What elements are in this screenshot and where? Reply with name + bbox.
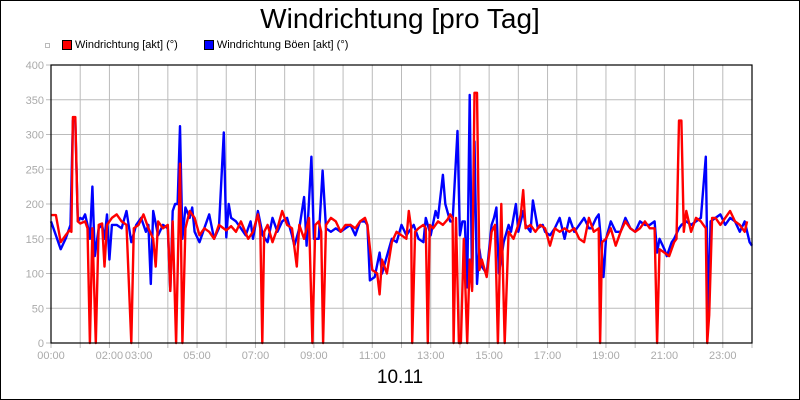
x-tick-label: 03:00 bbox=[125, 350, 153, 362]
chart-title: Windrichtung [pro Tag] bbox=[260, 3, 540, 34]
y-tick-label: 150 bbox=[26, 234, 44, 246]
x-tick-label: 15:00 bbox=[475, 350, 503, 362]
x-tick-label: 13:00 bbox=[417, 350, 445, 362]
x-tick-label: 05:00 bbox=[183, 350, 211, 362]
x-tick-label: 07:00 bbox=[242, 350, 270, 362]
legend-label: Windrichtung Böen [akt] (°) bbox=[216, 39, 349, 51]
x-tick-label: 00:00 bbox=[37, 350, 65, 362]
y-tick-label: 300 bbox=[26, 130, 44, 142]
legend: Windrichtung [akt] (°) Windrichtung Böen… bbox=[45, 39, 374, 51]
y-tick-label: 0 bbox=[38, 338, 44, 350]
x-tick-label: 23:00 bbox=[709, 350, 737, 362]
x-tick-label: 21:00 bbox=[651, 350, 679, 362]
x-tick-label: 19:00 bbox=[592, 350, 620, 362]
legend-item-gust-direction: Windrichtung Böen [akt] (°) bbox=[203, 39, 349, 51]
y-tick-label: 50 bbox=[32, 303, 44, 315]
legend-item-wind-direction: Windrichtung [akt] (°) bbox=[62, 39, 178, 51]
x-tick-label: 11:00 bbox=[359, 350, 386, 362]
x-axis-label: 10.11 bbox=[376, 367, 424, 388]
y-tick-label: 400 bbox=[26, 60, 44, 72]
plot-border bbox=[50, 64, 753, 344]
y-tick-label: 350 bbox=[26, 95, 44, 107]
x-tick-label: 09:00 bbox=[300, 350, 328, 362]
y-tick-label: 200 bbox=[26, 199, 44, 211]
y-tick-label: 250 bbox=[26, 164, 44, 176]
x-tick-label: 17:00 bbox=[534, 350, 562, 362]
legend-swatch-red bbox=[62, 40, 72, 50]
series-line-wind bbox=[51, 91, 749, 345]
y-tick-label: 100 bbox=[26, 269, 44, 281]
legend-swatch-blue bbox=[203, 40, 214, 50]
legend-label: Windrichtung [akt] (°) bbox=[75, 39, 178, 51]
x-tick-label: 02:00 bbox=[96, 350, 124, 362]
legend-marker-icon bbox=[45, 42, 50, 48]
